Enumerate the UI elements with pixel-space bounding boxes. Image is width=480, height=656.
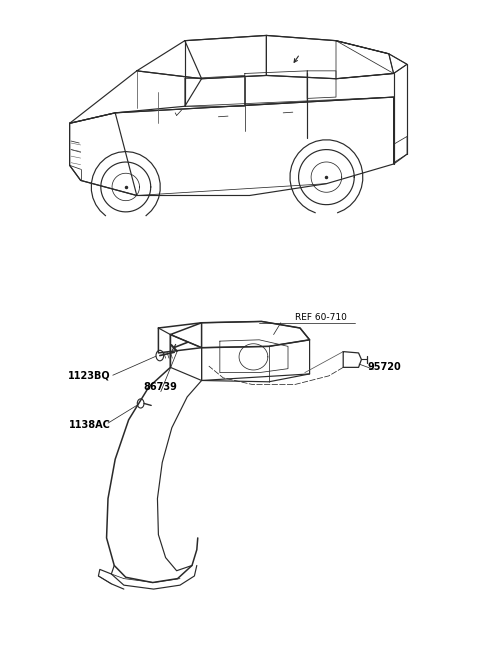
Text: 86739: 86739: [144, 382, 178, 392]
Text: 95720: 95720: [367, 362, 401, 373]
Text: REF 60-710: REF 60-710: [295, 313, 347, 322]
Text: 1123BQ: 1123BQ: [68, 370, 110, 380]
Text: 1138AC: 1138AC: [69, 420, 111, 430]
